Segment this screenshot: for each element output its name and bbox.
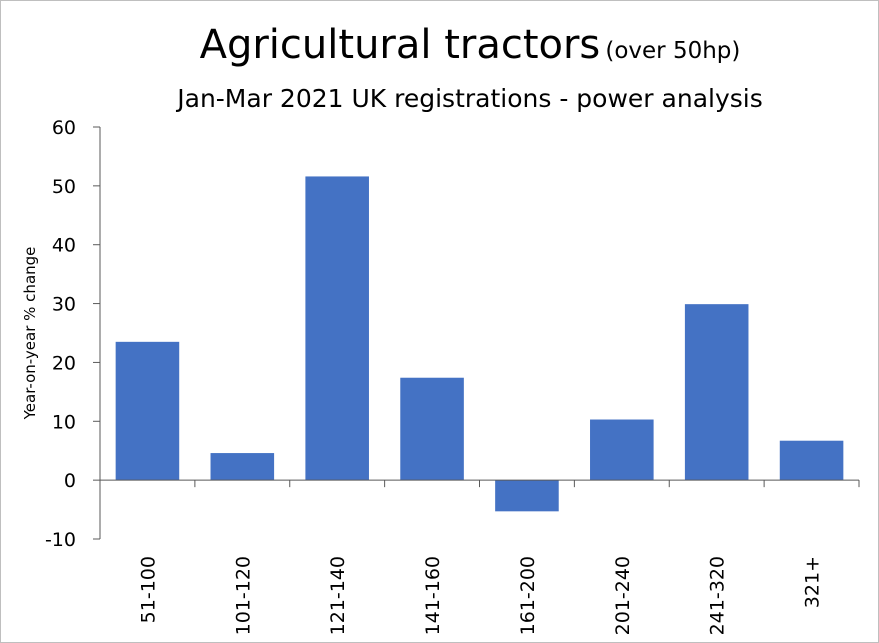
bar xyxy=(400,377,464,481)
y-tick-label: 30 xyxy=(52,294,76,316)
bar xyxy=(590,419,654,481)
x-tick-label: 101-120 xyxy=(232,556,254,635)
bar xyxy=(779,440,844,481)
bar xyxy=(495,480,559,512)
y-tick-label: 10 xyxy=(52,411,76,433)
bar xyxy=(684,304,749,481)
bar xyxy=(115,341,180,481)
x-tick-label: 51-100 xyxy=(137,556,159,623)
y-tick-label: 40 xyxy=(52,235,76,257)
x-tick-label: 321+ xyxy=(802,556,824,608)
chart-title-main: Agricultural tractors xyxy=(199,22,601,68)
x-tick-label: 121-140 xyxy=(327,556,349,635)
chart-title-suffix: (over 50hp) xyxy=(605,38,741,64)
bar xyxy=(210,453,275,481)
chart-subtitle: Jan-Mar 2021 UK registrations - power an… xyxy=(177,84,763,113)
x-tick-label: 241-320 xyxy=(707,556,729,635)
y-tick-label: 0 xyxy=(64,470,76,492)
y-axis-label: Year-on-year % change xyxy=(21,247,39,421)
x-tick-label: 161-200 xyxy=(517,556,539,635)
y-tick-label: 60 xyxy=(52,117,76,139)
chart-title: Agricultural tractors (over 50hp) xyxy=(0,22,879,68)
x-tick-label: 141-160 xyxy=(422,556,444,635)
y-tick-label: -10 xyxy=(45,529,76,551)
y-tick-label: 50 xyxy=(52,176,76,198)
y-tick-label: 20 xyxy=(52,352,76,374)
bar xyxy=(305,176,369,481)
x-tick-label: 201-240 xyxy=(612,556,634,635)
